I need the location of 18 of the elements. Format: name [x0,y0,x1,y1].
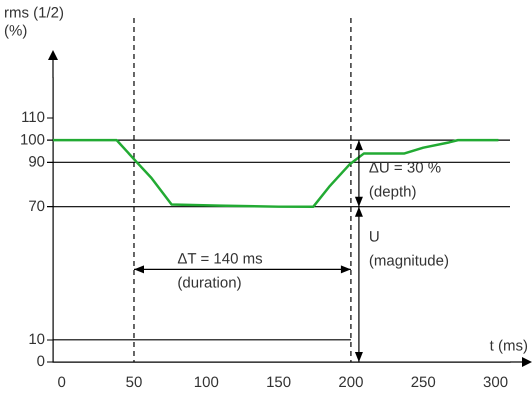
y-tick-label: 0 [36,353,45,370]
y-tick-label: 70 [28,198,45,215]
x-tick-label: 200 [338,374,364,392]
x-axis-title: t (ms) [490,338,528,355]
x-tick-label: 100 [194,374,219,392]
x-tick-label: 0 [58,374,66,392]
y-tick-label: 90 [28,153,45,170]
y-tick-label: 110 [21,109,45,126]
annotation: U (magnitude) [368,228,449,270]
y-tick-label: 100 [20,131,45,148]
annotation: ΔT = 140 ms (duration) [177,250,263,292]
x-tick-label: 300 [483,374,508,392]
y-axis-title: rms (1/2) (%) [4,4,64,40]
y-tick-label: 10 [28,330,45,348]
x-tick-label: 50 [126,374,142,392]
annotation: ΔU = 30 % (depth) [368,160,442,201]
x-tick-label: 150 [266,374,292,392]
x-tick-label: 250 [410,374,436,392]
